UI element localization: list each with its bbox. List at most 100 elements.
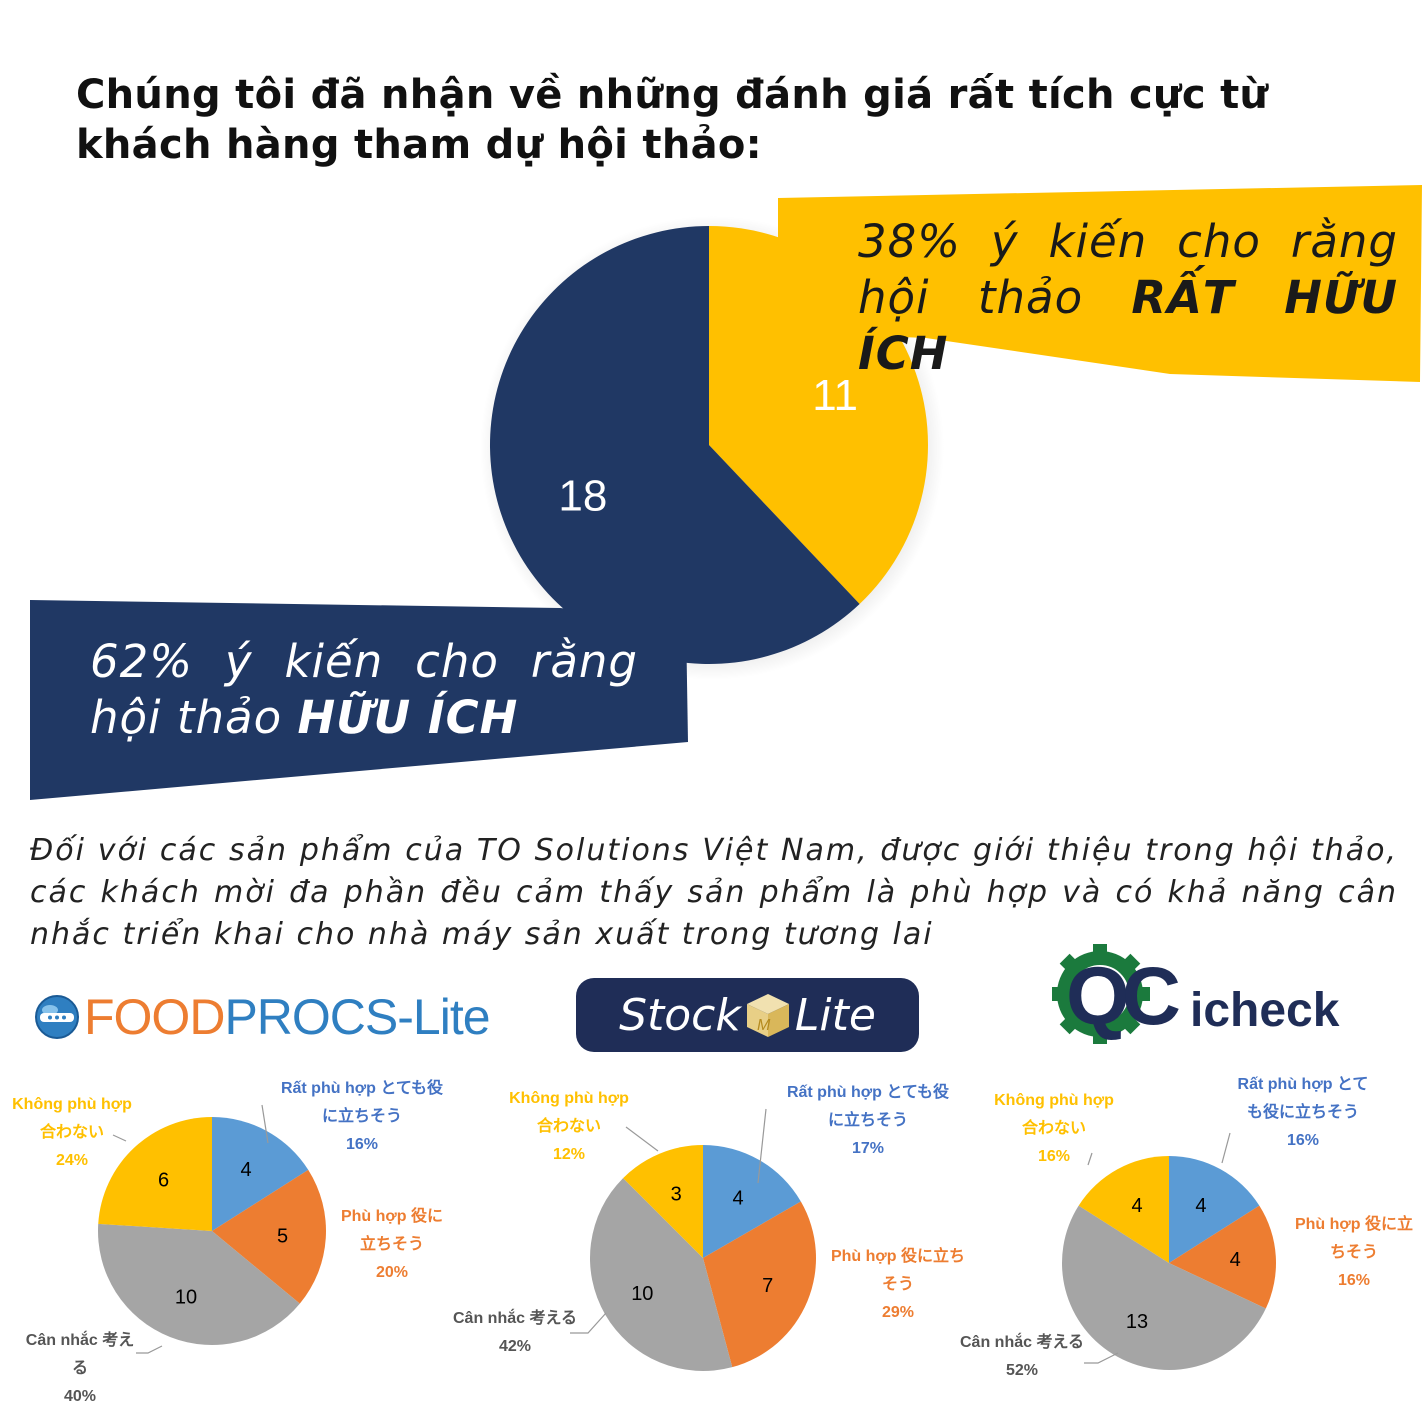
foodprocs-globe-icon xyxy=(35,995,79,1039)
callout-yellow-shape xyxy=(778,185,1422,382)
pie-1-legend-3-line-0: Không phù hợp xyxy=(12,1096,132,1113)
foodprocs-food: FOOD xyxy=(84,989,225,1045)
pie-3-leader-line-3 xyxy=(1087,1152,1093,1166)
pie-3-legend-3-line-1: 合わない xyxy=(1022,1118,1086,1137)
description-line-2: các khách mời đa phần đều cảm thấy sản p… xyxy=(30,875,1398,910)
pie-3-value-label-3: 4 xyxy=(1131,1195,1142,1217)
stocklite-stock: Stock xyxy=(619,989,741,1041)
pie-2-legend-1-line-1: そう xyxy=(882,1275,914,1293)
callout-useful-line1: 62% ý kiến cho rằng xyxy=(90,635,638,688)
foodprocs-procs: PROCS xyxy=(224,989,398,1045)
pie-1-legend-3-line-1: 合わない xyxy=(40,1122,104,1141)
pie-1-legend-2-line-2: 40% xyxy=(64,1388,96,1405)
pie-3-value-label-2: 13 xyxy=(1126,1311,1148,1333)
pie-3-legend-0-line-2: 16% xyxy=(1287,1132,1319,1149)
pie-1-legend-3-line-2: 24% xyxy=(56,1152,88,1169)
pie-2-legend-3-line-2: 12% xyxy=(553,1146,585,1163)
pie-3-legend-0-line-1: も役に立ちそう xyxy=(1247,1102,1359,1121)
pie-3-value-label-0: 4 xyxy=(1195,1195,1206,1217)
pie-2-legend-2-line-1: 42% xyxy=(499,1338,531,1355)
pie-1-legend-0-line-2: 16% xyxy=(346,1136,378,1153)
callout-useful-line2-prefix: hội thảo xyxy=(90,691,298,744)
pie-2-legend-0-line-1: に立ちそう xyxy=(828,1110,908,1129)
pie-3-slice-2 xyxy=(1062,1205,1266,1370)
pie-1-legend-1-line-2: 20% xyxy=(376,1264,408,1281)
pie-1-slice-0 xyxy=(212,1117,309,1231)
pie-1-legend-0-line-1: に立ちそう xyxy=(322,1106,402,1125)
pie-1-leader-line-0 xyxy=(261,1104,269,1144)
foodprocs-dash: - xyxy=(397,989,414,1045)
main-pie-value-label-0: 11 xyxy=(812,371,858,420)
pie-3-legend-1-line-0: Phù hợp 役に立 xyxy=(1295,1214,1413,1233)
pie-2-value-label-3: 3 xyxy=(671,1183,682,1205)
pie-3-legend-2-line-0: Cân nhắc 考える xyxy=(960,1332,1084,1351)
pie-2-legend-3-line-1: 合わない xyxy=(537,1116,601,1135)
pie-1-leader-line-3 xyxy=(112,1134,127,1142)
pie-3-legend-1-line-1: ちそう xyxy=(1330,1243,1378,1261)
main-pie-graphic: 11 18 xyxy=(30,185,1422,800)
pie-3-slice-1 xyxy=(1169,1205,1277,1309)
product-description: Đối với các sản phẩm của TO Solutions Vi… xyxy=(30,830,1398,956)
pie-2-legend-1-line-2: 29% xyxy=(882,1304,914,1321)
icheck-text: icheck xyxy=(1190,984,1340,1037)
main-pie-value-label-1: 18 xyxy=(558,472,607,521)
cube-letter: M xyxy=(757,1017,771,1034)
pie-1-legend-1-line-0: Phù hợp 役に xyxy=(341,1206,443,1225)
pie-2-leader-line-0 xyxy=(757,1108,767,1184)
pie-1-slice-2 xyxy=(98,1223,300,1345)
callout-very-useful: 38% ý kiến cho rằng hội thảo RẤT HỮU ÍCH xyxy=(858,214,1398,382)
pie-2-legend-0-line-2: 17% xyxy=(852,1140,884,1157)
pie-2-legend-0-line-0: Rất phù hợp とても役 xyxy=(787,1082,950,1101)
pie-3-legend-2-line-1: 52% xyxy=(1006,1362,1038,1379)
pie-1-legend-0-line-0: Rất phù hợp とても役 xyxy=(281,1078,444,1097)
callout-very-useful-line1: 38% ý kiến cho rằng xyxy=(858,215,1398,268)
pie-3-legend-3-line-0: Không phù hợp xyxy=(994,1092,1114,1109)
pie-1-leader-line-2 xyxy=(136,1345,163,1354)
pie-2-slice-0 xyxy=(703,1145,801,1258)
pie-1-value-label-0: 4 xyxy=(240,1159,251,1181)
foodprocs-lite: Lite xyxy=(412,989,491,1045)
foodprocs-logo: FOOD PROCS - Lite xyxy=(34,988,491,1046)
pie-1-slice-1 xyxy=(212,1169,326,1304)
pie-3-legend-3-line-2: 16% xyxy=(1038,1148,1070,1165)
callout-useful: 62% ý kiến cho rằng hội thảo HỮU ÍCH xyxy=(90,634,638,746)
pie-2-slice-2 xyxy=(589,1178,733,1371)
pie-1-legend-2-line-1: る xyxy=(72,1360,88,1377)
pie-1-slice-3 xyxy=(98,1117,212,1231)
pie-1-value-label-1: 5 xyxy=(277,1225,288,1247)
callout-very-useful-bold: RẤT HỮU ÍCH xyxy=(858,271,1398,380)
pie-2-legend-1-line-0: Phù hợp 役に立ち xyxy=(831,1246,965,1265)
pie-2-legend-3-line-0: Không phù hợp xyxy=(509,1090,629,1107)
pie-1-value-label-2: 10 xyxy=(175,1287,197,1309)
pie-2-slice-3 xyxy=(623,1145,703,1258)
callout-very-useful-line2-prefix: hội thảo xyxy=(858,271,1132,324)
pie-3-legend-1-line-2: 16% xyxy=(1338,1272,1370,1289)
main-pie-slice-1 xyxy=(489,225,860,665)
description-line-3: nhắc triển khai cho nhà máy sản xuất tro… xyxy=(30,917,934,952)
pie-2-legend-2-line-0: Cân nhắc 考える xyxy=(453,1308,577,1327)
pie-2-leader-line-3 xyxy=(625,1126,659,1152)
cube-icon: M xyxy=(746,994,789,1037)
stocklite-logo: Stock M Lite xyxy=(576,978,919,1052)
pie-3-leader-line-0 xyxy=(1221,1132,1231,1164)
pie-2-leader-line-2 xyxy=(570,1312,607,1334)
pie-1-value-label-3: 6 xyxy=(158,1169,169,1191)
pie-3-value-label-1: 4 xyxy=(1230,1249,1241,1271)
pie-1-legend-1-line-1: 立ちそう xyxy=(360,1234,424,1253)
pie-2-slice-1 xyxy=(703,1201,816,1368)
pie-1-legend-2-line-0: Cân nhắc 考え xyxy=(26,1330,134,1349)
description-line-1: Đối với các sản phẩm của TO Solutions Vi… xyxy=(30,833,1398,868)
qcicheck-logo: QC icheck xyxy=(1052,944,1340,1044)
pie-3-slice-0 xyxy=(1169,1156,1260,1263)
stocklite-lite: Lite xyxy=(794,989,876,1041)
pie-3-slice-3 xyxy=(1078,1156,1169,1263)
pie-2-value-label-0: 4 xyxy=(732,1187,743,1209)
pie-2-value-label-2: 10 xyxy=(631,1283,653,1305)
callout-navy-shape xyxy=(30,600,688,800)
callout-useful-bold: HỮU ÍCH xyxy=(297,691,519,744)
pie-3-legend-0-line-0: Rất phù hợp とて xyxy=(1238,1075,1369,1093)
pie-3-leader-line-2 xyxy=(1084,1352,1119,1364)
